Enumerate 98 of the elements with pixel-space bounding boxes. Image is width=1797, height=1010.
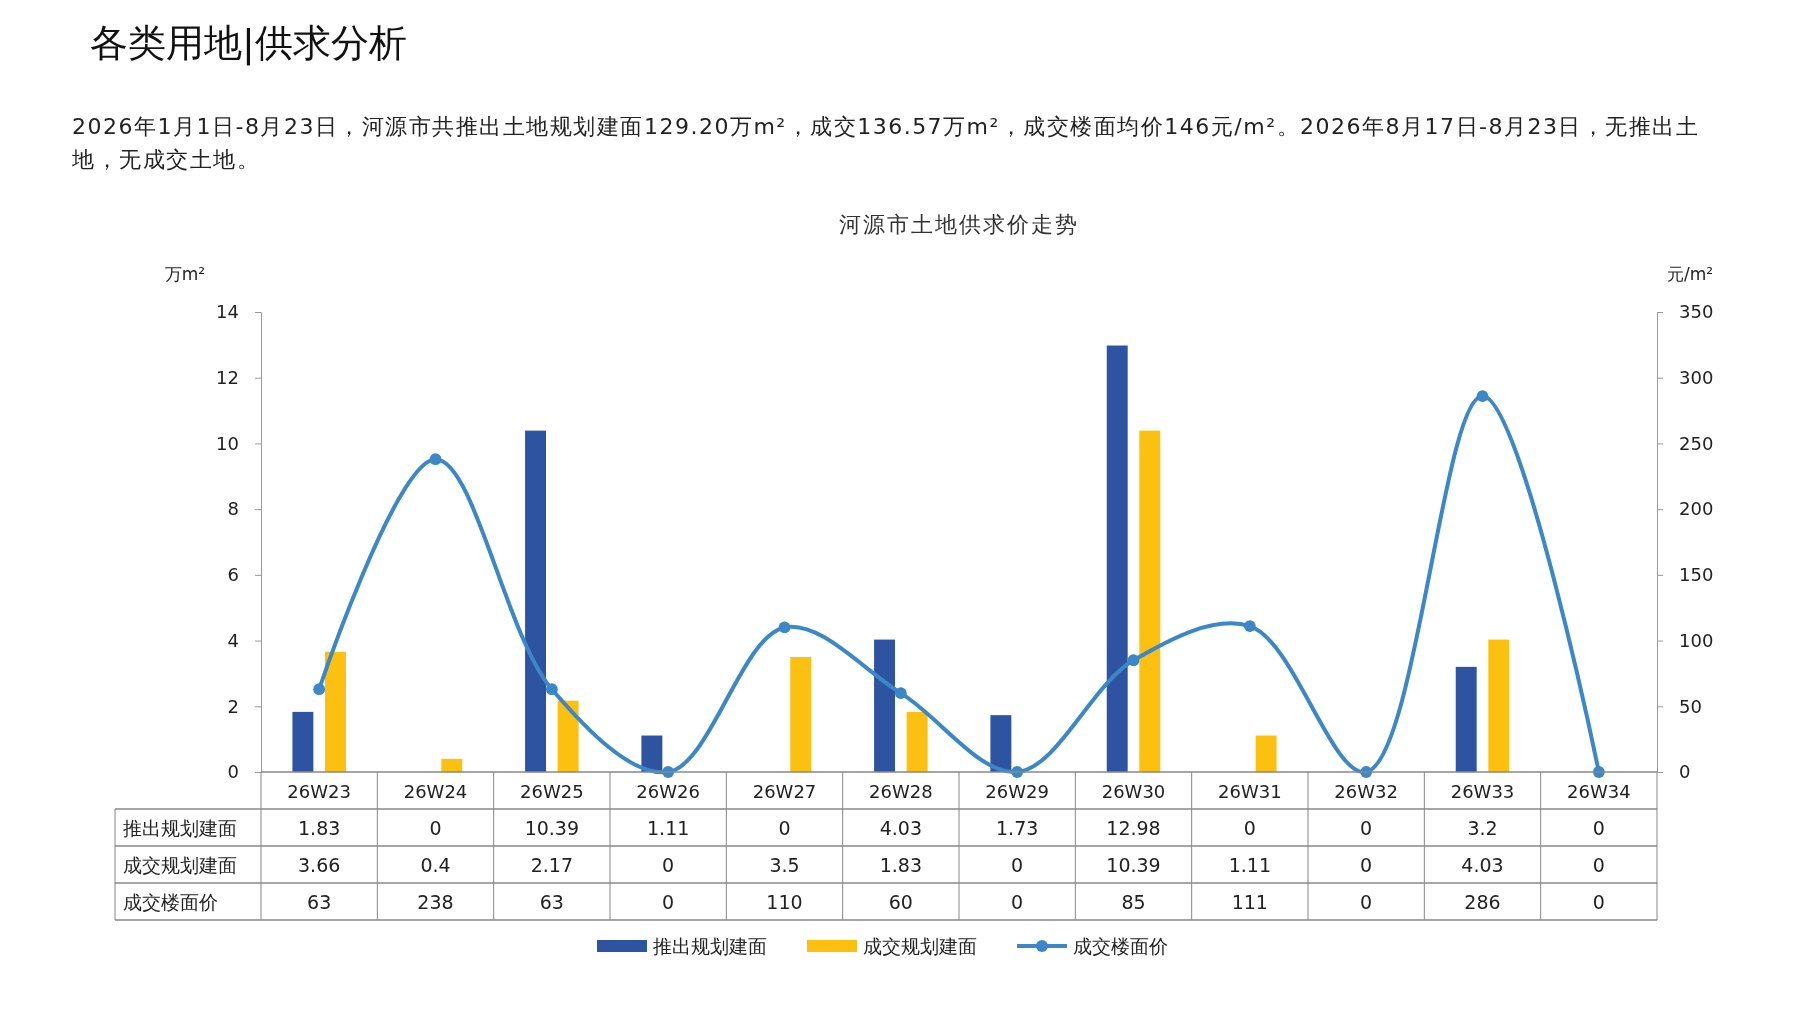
data-label: 0: [1360, 890, 1373, 913]
point: [1476, 390, 1489, 403]
bar: [557, 700, 579, 772]
data-label: 1.11: [1228, 853, 1271, 876]
data-label: 63: [539, 890, 564, 913]
x-tick-label: 26W26: [636, 780, 700, 802]
bar: [641, 735, 663, 772]
y2-tick-label: 250: [1679, 432, 1714, 454]
y-tick-label: 14: [216, 301, 239, 323]
data-label: 2.17: [530, 853, 573, 876]
point: [1243, 620, 1256, 633]
bar: [1255, 735, 1277, 772]
x-tick-label: 26W30: [1101, 780, 1166, 802]
bar: [790, 657, 812, 772]
point: [1127, 654, 1140, 667]
data-label: 0: [1360, 816, 1373, 839]
y2-tick-label: 150: [1679, 564, 1714, 586]
data-label: 0: [778, 816, 791, 839]
x-tick-label: 26W29: [985, 780, 1049, 802]
point: [429, 453, 442, 466]
data-label: 63: [307, 890, 332, 913]
y2-tick-label: 300: [1679, 366, 1714, 388]
bar: [1455, 666, 1477, 772]
data-label: 0: [662, 853, 675, 876]
point: [778, 621, 791, 634]
point: [313, 683, 326, 696]
data-label: 1.73: [996, 816, 1039, 839]
data-label: 85: [1121, 890, 1146, 913]
data-label: 1.83: [879, 853, 922, 876]
data-label: 10.39: [1106, 853, 1161, 876]
text: 推出规划建面: [123, 816, 237, 839]
x-tick-label: 26W31: [1218, 780, 1282, 802]
data-label: 0: [1360, 853, 1373, 876]
x-tick-label: 26W24: [403, 780, 468, 802]
data-label: 3.2: [1467, 816, 1498, 839]
bar: [1139, 430, 1161, 772]
data-label: 4.03: [1461, 853, 1504, 876]
x-tick-label: 26W34: [1567, 780, 1631, 802]
data-label: 10.39: [524, 816, 580, 839]
data-label: 0: [1011, 853, 1024, 876]
bar: [324, 651, 346, 772]
bar: [990, 715, 1012, 772]
data-label: 0: [1592, 816, 1605, 839]
x-tick-label: 26W28: [869, 780, 933, 802]
bar: [525, 430, 547, 772]
y2-tick-label: 50: [1679, 695, 1702, 717]
y2-axis-title: 元/m²: [1666, 264, 1714, 284]
y-tick-label: 2: [227, 695, 239, 717]
data-label: 0: [429, 816, 442, 839]
data-label: 1.83: [298, 816, 341, 839]
bar: [1488, 639, 1510, 772]
y2-tick-label: 200: [1679, 498, 1714, 520]
data-label: 0.4: [420, 853, 451, 876]
y-tick-label: 4: [227, 629, 239, 651]
data-label: 60: [888, 890, 913, 913]
data-label: 3.66: [298, 853, 341, 876]
y-axis-title: 万m²: [164, 264, 206, 284]
point: [894, 687, 907, 700]
text: 各类用地|供求分析: [90, 20, 407, 68]
bar: [906, 711, 928, 772]
bar: [292, 711, 314, 772]
text: 成交规划建面: [123, 853, 237, 876]
bar: [874, 639, 896, 772]
data-label: 110: [766, 890, 803, 913]
x-tick-label: 26W32: [1334, 780, 1398, 802]
legend-label: 成交楼面价: [1073, 935, 1168, 957]
chart-title: 河源市土地供求价走势: [839, 212, 1079, 237]
data-label: 0: [1592, 890, 1605, 913]
data-label: 286: [1464, 890, 1501, 913]
y2-tick-label: 100: [1679, 629, 1714, 651]
text: 成交楼面价: [123, 890, 218, 913]
data-label: 0: [1011, 890, 1024, 913]
data-label: 238: [417, 890, 454, 913]
y2-tick-label: 0: [1679, 761, 1691, 783]
x-tick-label: 26W33: [1450, 780, 1515, 802]
point: [545, 683, 558, 696]
legend-label: 成交规划建面: [863, 935, 977, 957]
data-label: 3.5: [769, 853, 800, 876]
text: 2026年1月1日-8月23日，河源市共推出土地规划建面129.20万m²，成交136.57万m²，成交楼面均价146元/m²。2026年8月17日-8月23日，无推出土地，无成交土地。: [72, 113, 1701, 174]
y-tick-label: 10: [216, 432, 239, 454]
data-label: 12.98: [1106, 816, 1161, 839]
y-tick-label: 8: [227, 498, 239, 520]
y-tick-label: 6: [227, 564, 239, 586]
y-tick-label: 0: [227, 761, 239, 783]
data-label: 0: [662, 890, 675, 913]
x-tick-label: 26W23: [287, 780, 351, 802]
bar: [441, 758, 463, 772]
data-label: 4.03: [879, 816, 922, 839]
x-tick-label: 26W27: [752, 780, 817, 802]
data-label: 111: [1231, 890, 1268, 913]
bar: [1106, 345, 1128, 772]
y-tick-label: 12: [216, 366, 239, 388]
data-label: 0: [1592, 853, 1605, 876]
data-label: 0: [1243, 816, 1256, 839]
data-label: 1.11: [647, 816, 690, 839]
x-tick-label: 26W25: [520, 780, 584, 802]
legend-label: 推出规划建面: [653, 935, 767, 957]
y2-tick-label: 350: [1679, 301, 1714, 323]
